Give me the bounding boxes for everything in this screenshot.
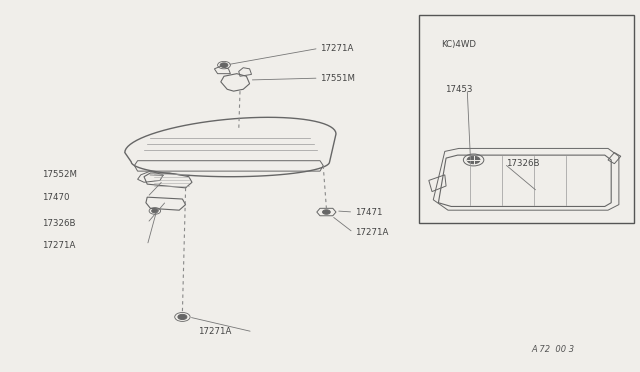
Text: 17326B: 17326B bbox=[506, 159, 539, 168]
Circle shape bbox=[220, 63, 228, 67]
Text: 17271A: 17271A bbox=[42, 241, 75, 250]
Text: 17271A: 17271A bbox=[198, 327, 232, 336]
Text: 17271A: 17271A bbox=[320, 44, 353, 53]
Circle shape bbox=[152, 209, 158, 213]
Circle shape bbox=[178, 314, 187, 320]
Text: 17471: 17471 bbox=[355, 208, 383, 217]
Text: 17453: 17453 bbox=[445, 85, 472, 94]
Text: 17552M: 17552M bbox=[42, 170, 77, 179]
Text: 17271A: 17271A bbox=[355, 228, 388, 237]
Circle shape bbox=[323, 210, 330, 214]
Text: KC)4WD: KC)4WD bbox=[442, 40, 477, 49]
Polygon shape bbox=[438, 155, 611, 206]
Text: 17326B: 17326B bbox=[42, 219, 75, 228]
Bar bbox=[419, 15, 634, 223]
Text: A 72  00 3: A 72 00 3 bbox=[531, 345, 574, 354]
Circle shape bbox=[467, 156, 480, 164]
Text: 17551M: 17551M bbox=[320, 74, 355, 83]
Text: 17470: 17470 bbox=[42, 193, 69, 202]
Polygon shape bbox=[125, 117, 336, 177]
